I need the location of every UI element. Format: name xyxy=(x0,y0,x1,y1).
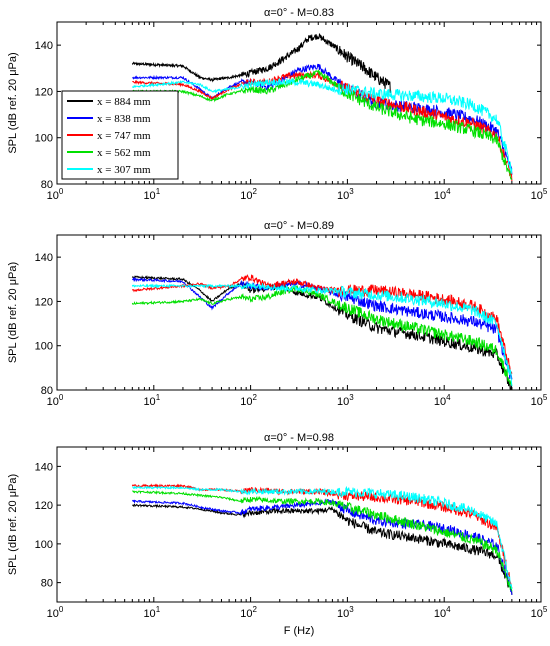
x-tick-label: 100 xyxy=(47,393,64,408)
series-group xyxy=(131,483,513,595)
x-tick-label: 103 xyxy=(337,605,354,620)
x-tick-label: 103 xyxy=(337,187,354,202)
series-line-1 xyxy=(131,33,392,94)
x-tick-exponent: 1 xyxy=(156,605,161,614)
x-tick-exponent: 3 xyxy=(349,393,354,402)
x-tick-exponent: 4 xyxy=(446,393,451,402)
x-tick-exponent: 2 xyxy=(252,605,257,614)
series-group xyxy=(131,274,513,390)
x-tick-label: 100 xyxy=(47,605,64,620)
x-tick-label: 102 xyxy=(240,187,257,202)
x-tick-exponent: 4 xyxy=(446,187,451,196)
x-tick-label: 102 xyxy=(240,605,257,620)
y-tick-label: 120 xyxy=(35,86,53,98)
series-line-3 xyxy=(131,274,513,376)
x-tick-label: 104 xyxy=(434,187,451,202)
series-line-4 xyxy=(132,490,513,592)
axes-box xyxy=(56,446,542,603)
series-line-4 xyxy=(131,285,513,386)
y-axis-label: SPL (dB ref. 20 μPa) xyxy=(7,52,19,153)
x-tick-label: 102 xyxy=(240,393,257,408)
legend-label-1: x = 884 mm xyxy=(97,96,151,108)
x-axis-label: F (Hz) xyxy=(284,625,315,637)
panel-title: α=0° - M=0.98 xyxy=(264,432,334,444)
y-tick-label: 80 xyxy=(41,385,53,397)
series-line-4 xyxy=(131,69,513,180)
x-tick-exponent: 0 xyxy=(59,605,64,614)
x-tick-label: 101 xyxy=(143,393,160,408)
x-tick-exponent: 4 xyxy=(446,605,451,614)
y-axis-label: SPL (dB ref. 20 μPa) xyxy=(7,262,19,363)
series-line-5 xyxy=(132,485,513,590)
x-tick-label: 105 xyxy=(531,605,548,620)
y-tick-label: 140 xyxy=(35,461,53,473)
panel-title: α=0° - M=0.83 xyxy=(264,7,334,19)
y-tick-label: 140 xyxy=(35,252,53,264)
legend-label-2: x = 838 mm xyxy=(97,113,151,125)
x-tick-exponent: 1 xyxy=(156,393,161,402)
legend-label-4: x = 562 mm xyxy=(97,147,151,159)
x-tick-exponent: 5 xyxy=(543,187,548,196)
x-tick-exponent: 1 xyxy=(156,187,161,196)
x-tick-label: 104 xyxy=(434,605,451,620)
y-tick-label: 100 xyxy=(35,341,53,353)
x-tick-exponent: 2 xyxy=(252,393,257,402)
series-line-2 xyxy=(132,63,513,175)
y-tick-label: 80 xyxy=(41,179,53,191)
y-tick-label: 120 xyxy=(35,296,53,308)
y-tick-label: 120 xyxy=(35,500,53,512)
series-line-3 xyxy=(132,70,513,182)
x-tick-exponent: 2 xyxy=(252,187,257,196)
x-tick-label: 104 xyxy=(434,393,451,408)
x-tick-label: 105 xyxy=(531,393,548,408)
axes-box xyxy=(56,234,542,391)
panel-title: α=0° - M=0.89 xyxy=(264,220,334,232)
x-tick-label: 100 xyxy=(47,187,64,202)
x-tick-label: 103 xyxy=(337,393,354,408)
x-tick-exponent: 3 xyxy=(349,605,354,614)
x-tick-label: 105 xyxy=(531,187,548,202)
legend-label-3: x = 747 mm xyxy=(97,130,151,142)
y-tick-label: 100 xyxy=(35,539,53,551)
x-tick-exponent: 5 xyxy=(543,605,548,614)
series-line-1 xyxy=(132,503,513,595)
legend: x = 884 mm x = 838 mm x = 747 mm x = 562 mm… xyxy=(61,90,179,180)
x-tick-exponent: 5 xyxy=(543,393,548,402)
x-tick-exponent: 0 xyxy=(59,187,64,196)
series-line-5 xyxy=(131,77,513,174)
legend-label-5: x = 307 mm xyxy=(97,164,151,176)
series-line-5 xyxy=(131,282,513,387)
y-axis-label: SPL (dB ref. 20 μPa) xyxy=(7,474,19,575)
y-tick-label: 100 xyxy=(35,133,53,145)
series-group xyxy=(131,33,513,182)
x-tick-exponent: 3 xyxy=(349,187,354,196)
x-tick-label: 101 xyxy=(143,605,160,620)
y-tick-label: 140 xyxy=(35,40,53,52)
y-tick-label: 80 xyxy=(41,578,53,590)
x-tick-exponent: 0 xyxy=(59,393,64,402)
x-tick-label: 101 xyxy=(143,187,160,202)
